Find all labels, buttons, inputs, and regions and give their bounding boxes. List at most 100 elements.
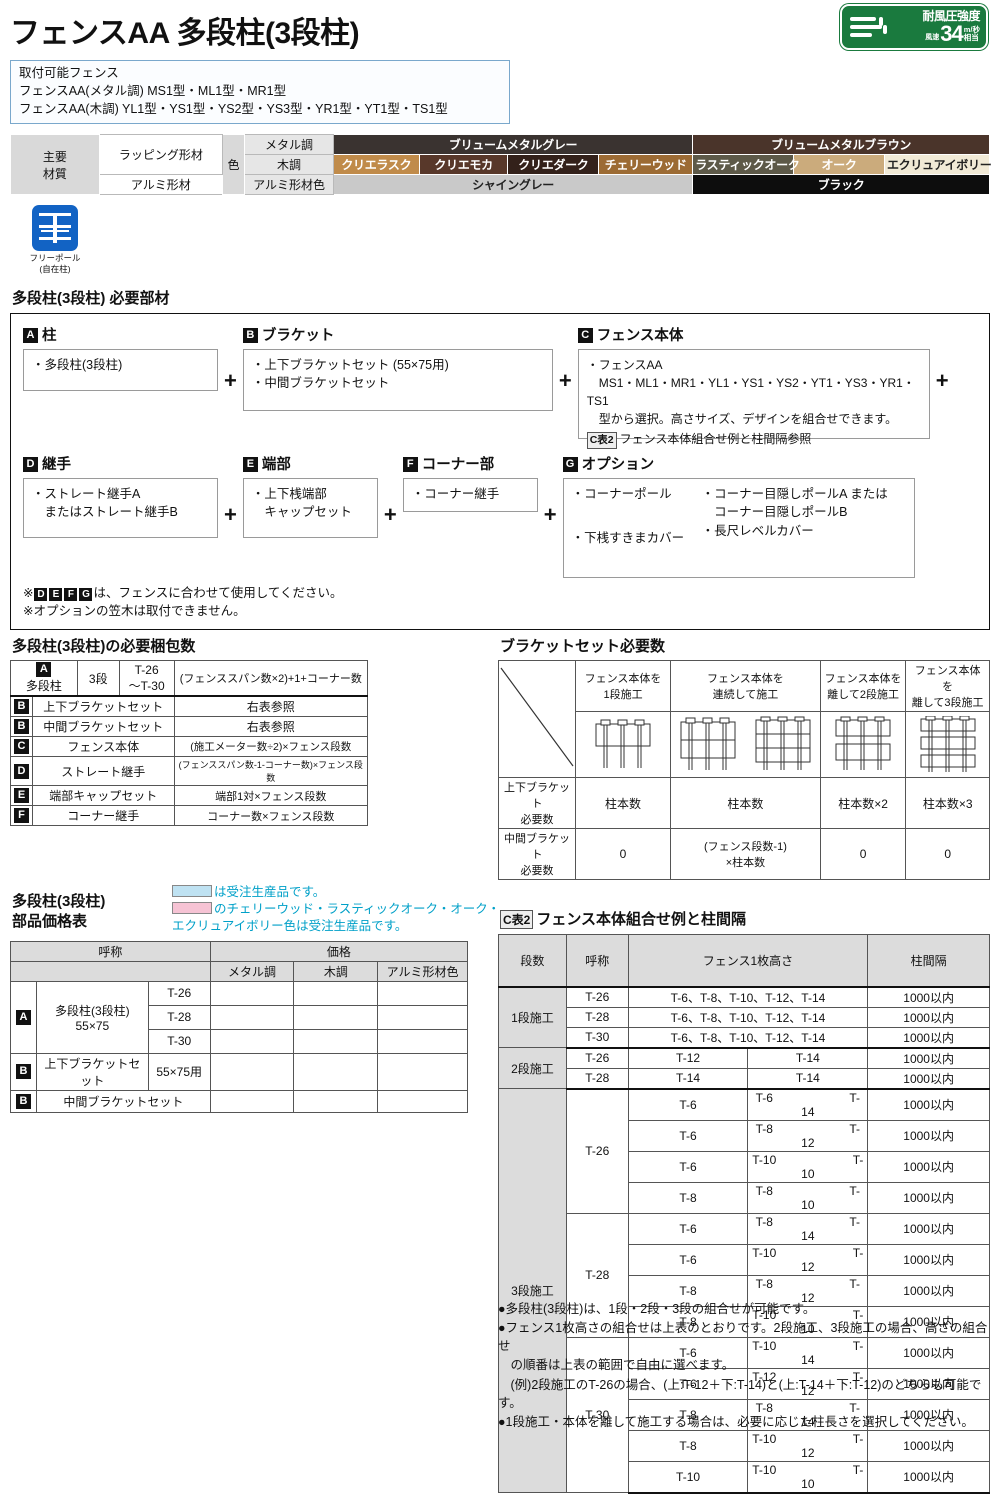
c2-s1r2-h1: T-6 [627,1119,749,1152]
footnotes: ●多段柱(3段柱)は、1段・2段・3段の組合せが可能です。 ●フェンス1枚高さの… [498,1300,998,1432]
c2-g1-size-3: T-30 [565,1026,629,1049]
c2-g1-size-2: T-28 [565,1006,629,1028]
price-table-heading: 多段柱(3段柱) 部品価格表 [12,893,106,930]
material-color-table: 主要 材質 ラッピング形材 色 メタル調 ブリュームメタルグレー ブリュームメタル… [10,134,992,196]
price-size-t26: T-26 [147,980,211,1006]
c2-stage-1: 1段施工 [498,986,567,1048]
price-name-b1: 上下ブラケットセット [35,1052,149,1091]
part-d-line-1: ・ストレート継手A [32,486,141,501]
price-badge-a: A [10,980,37,1054]
part-d-label: D 継手 [23,453,218,474]
pack-e-qty: 端部1対×フェンス段数 [173,785,369,806]
plus-6: + [543,502,557,527]
note-badge-d: D [34,587,48,601]
pack-f-name: コーナー継手 [32,805,175,826]
alumi-color-black: ブラック [692,174,990,196]
group-bloom-metal-brown: ブリュームメタルブラウン [692,134,990,156]
pack-b2-name: 中間ブラケットセット [32,716,175,737]
c2-g3-sub2-size: T-28 [565,1212,629,1338]
bracket-figure-4 [905,711,990,778]
price-col-price: 価格 [209,940,469,962]
fence-separated-2-icon [835,716,891,770]
c2-s1r1-span: 1000以内 [867,1088,990,1121]
parts-note-2: ※オプションの笠木は取付できません。 [23,604,246,619]
c2-s3r1-h2: T-10 T-14 [747,1336,869,1369]
parts-note-1: ※ D E F G は、フェンスに合わせて使用してください。 [23,585,343,601]
option-lower-rail-cover: ・下桟すきまカバー [571,531,685,546]
part-c-box: ・フェンスAA MS1・ML1・MR1・YL1・YS1・YS2・YT1・YS3・… [577,348,930,450]
pack-a-stage: 3段 [76,660,120,697]
pack-e-name: 端部キャップセット [32,785,175,806]
price-size-t30: T-30 [147,1028,211,1054]
wind-badge-unit: m/秒 相当 [963,24,980,43]
bracket-table-heading: ブラケットセット必要数 [500,638,666,655]
plus-5: + [383,502,397,527]
part-c-label: C フェンス本体 [577,324,930,345]
c2-s1r2-h2: T-8 T-12 [747,1119,869,1152]
c2-s3r1-span: 1000以内 [867,1336,990,1369]
c2-s3r4-h2: T-10 T-12 [747,1429,869,1462]
c2-g3-sub1-size: T-26 [565,1088,629,1214]
free-pole-icon [32,205,78,252]
swatch-oak: オーク [793,154,885,176]
price-name-b2: 中間ブラケットセット [35,1089,211,1113]
swatch-kurie-rusk: クリエラスク [332,154,420,176]
badge-b: B [242,327,258,343]
part-c-reference: C表2 フェンス本体組合せ例と柱間隔参照 [586,430,921,450]
c2-g2-h2b: T-14 [747,1067,869,1090]
parts-section-heading: 多段柱(3段柱) 必要部材 [12,289,170,307]
price-badge-b1: B [10,1052,37,1091]
bracket-row-label-middle: 中間ブラケット 必要数 [498,828,576,880]
c2-g2-span-1: 1000以内 [867,1047,990,1069]
wind-badge-label: 耐風圧強度 [922,9,980,24]
badge-pack-b2: B [10,716,33,737]
bracket-figure-1 [574,711,672,778]
alumi-row-label: アルミ形材色 [244,174,334,196]
c2-s2r1-span: 1000以内 [867,1212,990,1245]
c2-s1r4-span: 1000以内 [867,1181,990,1214]
price-subcol-alumi: アルミ形材色 [377,960,468,982]
c2-g2-h1b: T-14 [747,1047,869,1069]
price-val-b2-metal [209,1089,295,1113]
part-d-line-2: またはストレート継手B [32,505,178,520]
c2-s3r5-h1: T-10 [627,1460,749,1494]
c2-ref-tag: C表2 [586,431,617,450]
pack-f-qty: コーナー数×フェンス段数 [173,805,369,826]
c2-s2r4-h1: T-8 [627,1305,749,1338]
page-title: フェンスAA 多段柱(3段柱) [10,17,360,50]
c2-g2-size-1: T-26 [565,1047,629,1069]
badge-pack-b1: B [10,695,33,717]
c2-col-size: 呼称 [565,934,629,988]
middle-bracket-qty-2: (フェンス段数-1) ×柱本数 [670,828,821,880]
upper-bracket-qty-1: 柱本数 [574,777,672,829]
badge-pack-a: A [36,662,52,677]
legend-line-3: エクリュアイボリー色は受注生産品です。 [172,918,408,933]
swatch-rustic-oak: ラスティックオーク [692,154,800,176]
note-badge-f: F [64,587,78,601]
upper-bracket-qty-2: 柱本数 [670,777,821,829]
compatible-heading: 取付可能フェンス [19,66,119,80]
part-e-line-2: キャップセット [251,505,352,520]
badge-c: C [577,327,593,343]
swatch-kurie-dark: クリエダーク [507,154,600,176]
price-val-b1-metal [209,1052,295,1091]
badge-g: G [562,456,578,472]
free-pole-badge: フリーポール (自在柱) [10,205,100,274]
note-badge-g: G [79,587,93,601]
badge-f: F [402,456,418,472]
compatible-line-1: フェンスAA(メタル調) MS1型・ML1型・MR1型 [19,83,287,98]
part-a-line-1: ・多段柱(3段柱) [32,357,123,372]
option-long-level-cover: ・長尺レベルカバー [701,524,814,538]
price-val-a2-alumi [377,1004,468,1030]
c2-col-span: 柱間隔 [867,934,990,988]
part-e-line-1: ・上下桟端部 [251,486,327,501]
c2-g1-heights-1: T-6、T-8、T-10、T-12、T-14 [627,986,869,1008]
footnote-2: ●フェンス1枚高さの組合せは上表のとおりです。2段施工、3段施工の場合、高さの組… [498,1321,988,1354]
option-corner-screen-pole-b: コーナー目隠しポールB [701,505,848,520]
c2-g1-span-3: 1000以内 [867,1026,990,1049]
wind-icon [846,10,888,44]
free-pole-caption: フリーポール (自在柱) [29,253,81,274]
price-val-b2-alumi [377,1089,468,1113]
middle-bracket-qty-4: 0 [905,828,990,880]
footnote-4: (例)2段施工のT-26の場合、(上:T-12＋下:T-14)と(上:T-14＋… [498,1377,982,1410]
